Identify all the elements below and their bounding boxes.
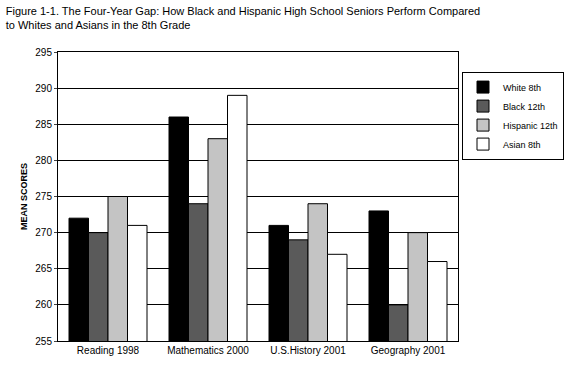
svg-text:Geography 2001: Geography 2001 [371,345,446,356]
svg-text:295: 295 [35,47,52,58]
svg-text:White 8th: White 8th [503,83,541,93]
svg-text:270: 270 [35,227,52,238]
svg-text:Hispanic 12th: Hispanic 12th [503,121,558,131]
svg-text:Asian 8th: Asian 8th [503,140,541,150]
svg-text:280: 280 [35,155,52,166]
svg-text:MEAN SCORES: MEAN SCORES [19,163,29,230]
svg-text:290: 290 [35,83,52,94]
svg-text:265: 265 [35,263,52,274]
svg-text:Black 12th: Black 12th [503,102,545,112]
svg-text:Reading 1998: Reading 1998 [77,345,140,356]
svg-text:Figure 1-1. The Four-Year Gap:: Figure 1-1. The Four-Year Gap: How Black… [6,5,480,31]
svg-text:275: 275 [35,191,52,202]
svg-text:255: 255 [35,336,52,347]
svg-text:260: 260 [35,299,52,310]
svg-text:U.S.History 2001: U.S.History 2001 [270,345,346,356]
svg-text:Mathematics 2000: Mathematics 2000 [167,345,249,356]
svg-text:285: 285 [35,119,52,130]
